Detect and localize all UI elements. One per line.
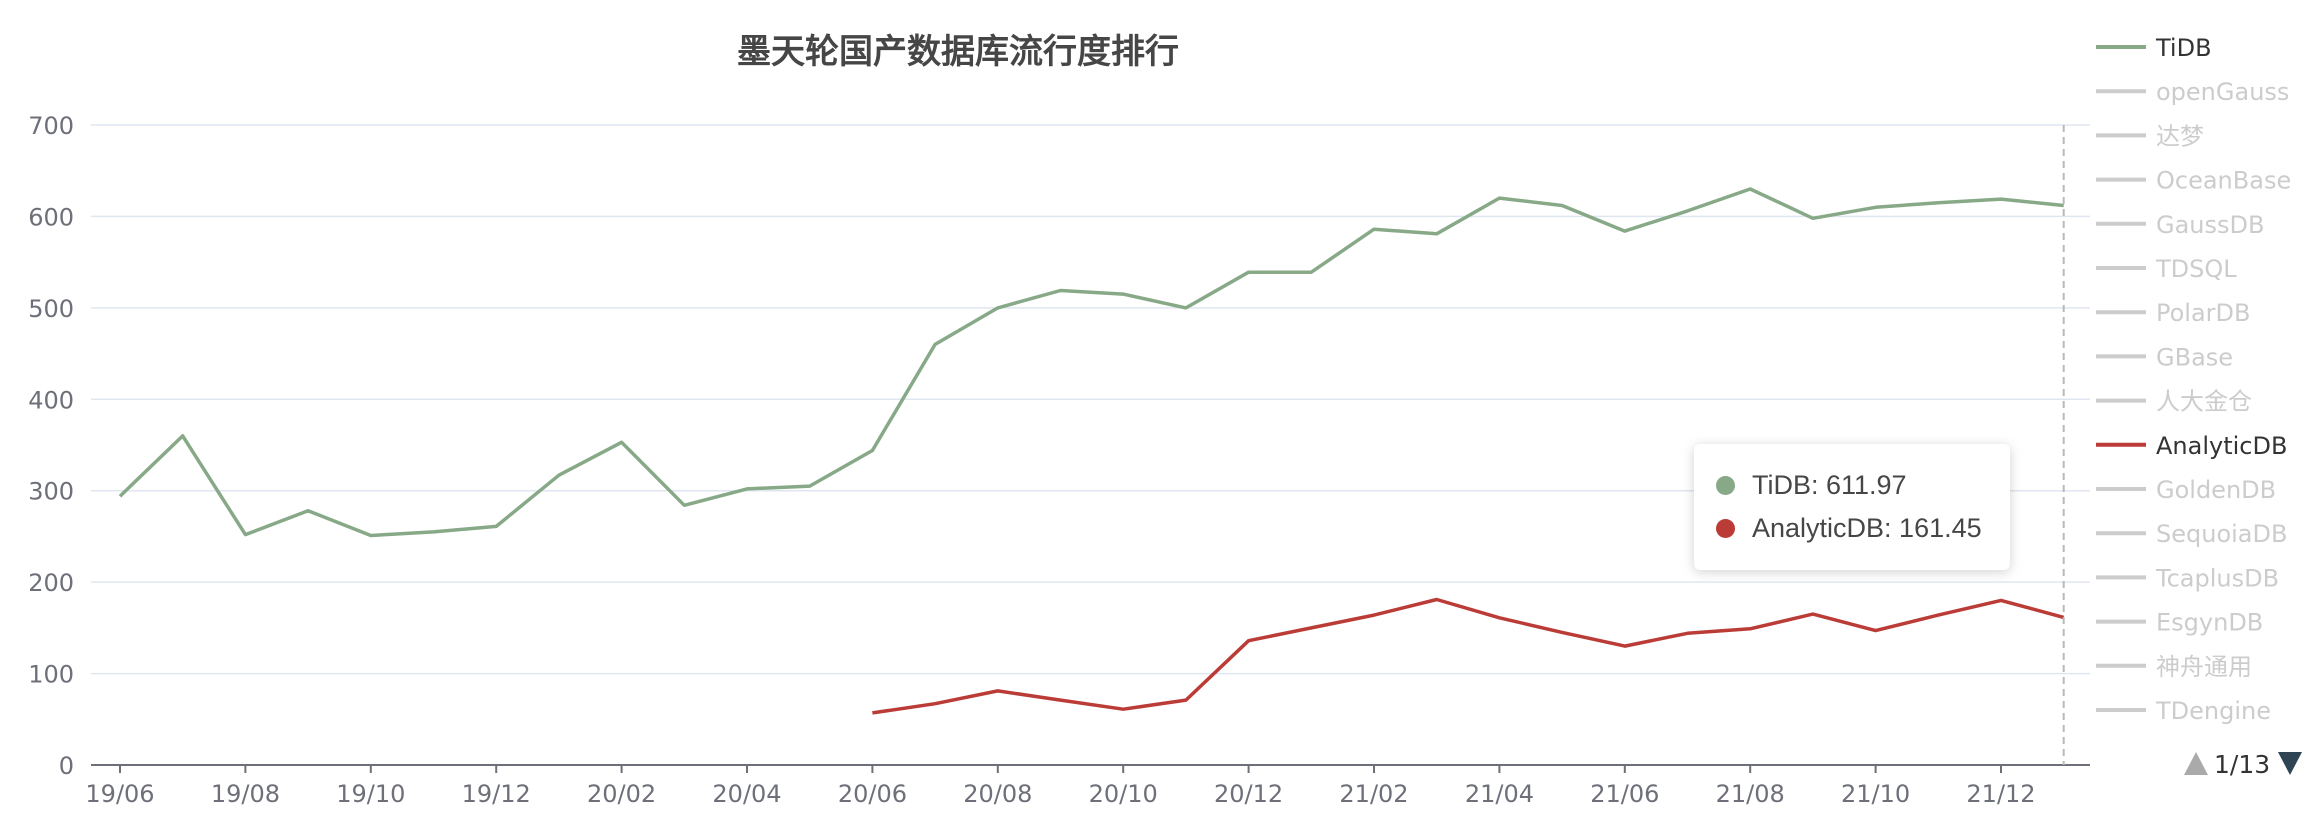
y-tick-label: 0	[59, 752, 74, 780]
legend-item[interactable]: TDSQL	[2096, 255, 2237, 283]
x-tick-label: 21/08	[1716, 780, 1785, 808]
legend-pager: 1/13	[2184, 750, 2302, 779]
legend-label: GaussDB	[2156, 211, 2264, 239]
legend-item[interactable]: GBase	[2096, 343, 2233, 371]
x-tick-label: 20/08	[963, 780, 1032, 808]
legend-label: openGauss	[2156, 78, 2289, 106]
legend-label: SequoiaDB	[2156, 520, 2287, 548]
x-tick-label: 21/06	[1590, 780, 1659, 808]
x-axis: 19/06 19/08 19/10 19/12 20/02 20/04 20/06 20/08…	[85, 764, 2090, 808]
x-tick-label: 20/02	[587, 780, 656, 808]
tooltip-label: AnalyticDB: 161.45	[1752, 513, 1982, 543]
x-tick-label: 19/08	[211, 780, 280, 808]
y-tick-label: 500	[28, 295, 74, 323]
x-tick-label: 21/04	[1465, 780, 1534, 808]
y-tick-label: 400	[28, 386, 74, 414]
legend-label: TcaplusDB	[2155, 564, 2279, 592]
tooltip-row: TiDB: 611.97	[1716, 464, 1988, 507]
y-tick-label: 200	[28, 569, 74, 597]
legend-label: 人大金仓	[2156, 388, 2252, 416]
legend-label: AnalyticDB	[2156, 432, 2287, 460]
legend-item[interactable]: TcaplusDB	[2096, 564, 2279, 592]
legend-item[interactable]: AnalyticDB	[2096, 432, 2287, 460]
x-tick-label: 20/06	[838, 780, 907, 808]
x-tick-label: 20/10	[1089, 780, 1158, 808]
legend-item[interactable]: 达梦	[2096, 122, 2204, 150]
series-line-analyticdb	[872, 597, 2065, 715]
legend-label: 神舟通用	[2156, 653, 2252, 681]
grid-lines	[91, 124, 2090, 675]
x-tick-label: 20/04	[712, 780, 781, 808]
legend-item[interactable]: 神舟通用	[2096, 653, 2252, 681]
y-tick-label: 700	[28, 112, 74, 140]
legend-item[interactable]: GoldenDB	[2096, 476, 2276, 504]
y-tick-label: 600	[28, 203, 74, 231]
y-tick-label: 100	[28, 661, 74, 689]
legend: TiDB openGauss 达梦 OceanBase GaussDB TDSQL Pola…	[2096, 34, 2291, 725]
legend-item[interactable]: 人大金仓	[2096, 388, 2252, 416]
legend-label: TDengine	[2155, 697, 2271, 725]
legend-item[interactable]: SequoiaDB	[2096, 520, 2287, 548]
legend-item[interactable]: GaussDB	[2096, 211, 2264, 239]
tooltip-label: TiDB: 611.97	[1752, 470, 1907, 500]
legend-label: TDSQL	[2155, 255, 2237, 283]
legend-label: PolarDB	[2156, 299, 2251, 327]
x-tick-label: 21/12	[1966, 780, 2035, 808]
legend-label: GBase	[2156, 343, 2233, 371]
legend-label: GoldenDB	[2156, 476, 2276, 504]
x-tick-label: 19/06	[85, 780, 154, 808]
legend-item[interactable]: TDengine	[2096, 697, 2271, 725]
x-tick-label: 20/12	[1214, 780, 1283, 808]
legend-item[interactable]: EsgynDB	[2096, 609, 2263, 637]
legend-item[interactable]: OceanBase	[2096, 167, 2291, 195]
series-line-tidb	[118, 187, 2064, 538]
x-tick-label: 21/02	[1339, 780, 1408, 808]
tooltip-row: AnalyticDB: 161.45	[1716, 507, 1988, 550]
series-lines	[118, 187, 2065, 715]
chart-title: 墨天轮国产数据库流行度排行	[737, 32, 1179, 72]
tooltip-marker-icon	[1716, 519, 1735, 538]
y-axis: 0 100 200 300 400 500 600 700	[28, 112, 74, 780]
y-tick-label: 300	[28, 478, 74, 506]
x-tick-label: 19/12	[462, 780, 531, 808]
legend-label: 达梦	[2156, 122, 2204, 150]
legend-item[interactable]: PolarDB	[2096, 299, 2251, 327]
legend-next-page-icon[interactable]	[2278, 752, 2302, 775]
legend-item[interactable]: openGauss	[2096, 78, 2289, 106]
legend-page-indicator: 1/13	[2214, 750, 2270, 779]
x-tick-label: 19/10	[336, 780, 405, 808]
legend-item[interactable]: TiDB	[2096, 34, 2212, 62]
legend-label: EsgynDB	[2156, 609, 2263, 637]
tooltip: TiDB: 611.97 AnalyticDB: 161.45	[1694, 444, 2010, 570]
legend-prev-page-icon[interactable]	[2184, 752, 2208, 775]
legend-label: TiDB	[2155, 34, 2212, 62]
tooltip-marker-icon	[1716, 476, 1735, 495]
x-tick-label: 21/10	[1841, 780, 1910, 808]
legend-label: OceanBase	[2156, 167, 2291, 195]
